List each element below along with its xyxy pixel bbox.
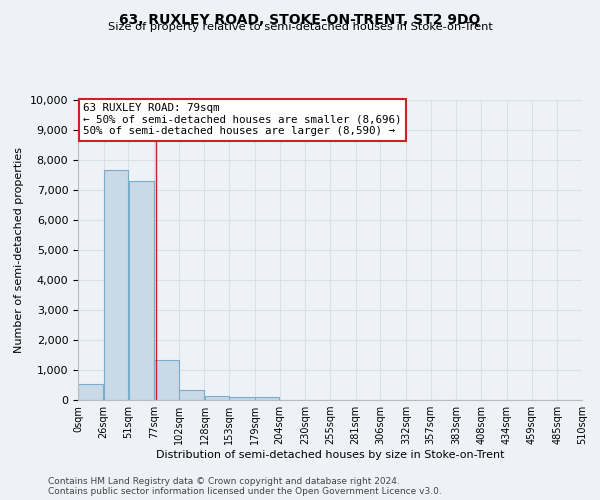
- Bar: [154, 360, 179, 400]
- Bar: [78, 384, 103, 400]
- Text: Contains public sector information licensed under the Open Government Licence v3: Contains public sector information licen…: [48, 488, 442, 496]
- Text: 63, RUXLEY ROAD, STOKE-ON-TRENT, ST2 9DQ: 63, RUXLEY ROAD, STOKE-ON-TRENT, ST2 9DQ: [119, 12, 481, 26]
- Text: Size of property relative to semi-detached houses in Stoke-on-Trent: Size of property relative to semi-detach…: [107, 22, 493, 32]
- Y-axis label: Number of semi-detached properties: Number of semi-detached properties: [14, 147, 24, 353]
- Text: 63 RUXLEY ROAD: 79sqm
← 50% of semi-detached houses are smaller (8,696)
50% of s: 63 RUXLEY ROAD: 79sqm ← 50% of semi-deta…: [83, 103, 401, 136]
- X-axis label: Distribution of semi-detached houses by size in Stoke-on-Trent: Distribution of semi-detached houses by …: [156, 450, 504, 460]
- Text: Contains HM Land Registry data © Crown copyright and database right 2024.: Contains HM Land Registry data © Crown c…: [48, 478, 400, 486]
- Bar: [104, 170, 128, 400]
- Bar: [179, 390, 204, 400]
- Bar: [128, 181, 154, 400]
- Bar: [255, 397, 280, 400]
- Bar: [229, 397, 254, 400]
- Bar: [205, 396, 229, 400]
